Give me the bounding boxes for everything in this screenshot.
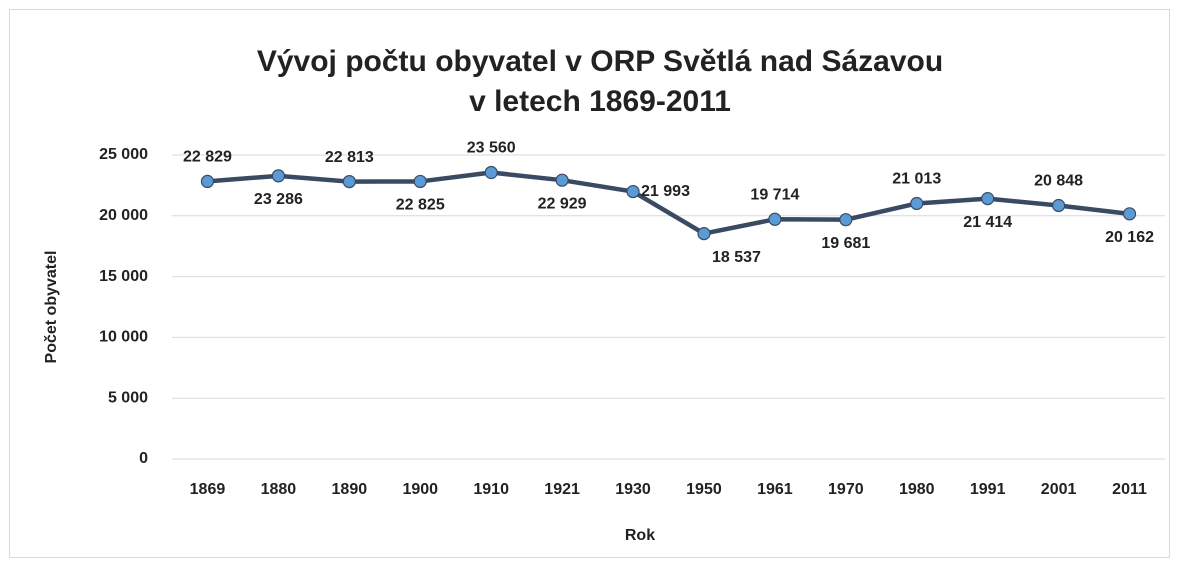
x-tick-label: 1869 bbox=[190, 481, 226, 498]
data-label: 19 681 bbox=[821, 235, 870, 252]
y-tick-label: 0 bbox=[139, 450, 148, 467]
y-tick-label: 25 000 bbox=[99, 146, 148, 163]
x-tick-label: 2011 bbox=[1112, 481, 1147, 498]
x-tick-label: 1910 bbox=[473, 481, 509, 498]
x-tick-label: 1880 bbox=[261, 481, 297, 498]
y-tick-label: 5 000 bbox=[108, 389, 148, 406]
x-tick-label: 1921 bbox=[544, 481, 580, 498]
data-label: 22 829 bbox=[183, 149, 232, 166]
marker bbox=[1052, 198, 1066, 213]
y-axis-label: Počet obyvatel bbox=[43, 251, 60, 364]
marker bbox=[910, 196, 924, 211]
x-tick-label: 1970 bbox=[828, 481, 864, 498]
data-label: 22 825 bbox=[396, 197, 445, 214]
data-label: 21 414 bbox=[963, 214, 1012, 231]
data-label: 20 848 bbox=[1034, 173, 1083, 190]
y-tick-label: 15 000 bbox=[99, 268, 148, 285]
x-tick-label: 1930 bbox=[615, 481, 651, 498]
x-tick-label: 1961 bbox=[757, 481, 793, 498]
data-label: 18 537 bbox=[712, 249, 761, 266]
data-label: 21 993 bbox=[641, 183, 690, 200]
data-label: 22 929 bbox=[538, 195, 587, 212]
series-line bbox=[207, 170, 1130, 236]
marker bbox=[839, 213, 853, 227]
marker bbox=[697, 226, 711, 241]
data-label: 19 714 bbox=[750, 186, 799, 203]
x-tick-label: 1980 bbox=[899, 481, 935, 498]
marker bbox=[555, 173, 569, 187]
x-tick-label: 1991 bbox=[970, 481, 1006, 498]
x-tick-label: 1950 bbox=[686, 481, 722, 498]
chart-title: v letech 1869-2011 bbox=[469, 85, 731, 118]
marker bbox=[626, 184, 640, 199]
marker bbox=[484, 165, 498, 180]
y-tick-label: 20 000 bbox=[99, 207, 148, 224]
marker bbox=[271, 169, 285, 183]
x-tick-label: 2001 bbox=[1041, 481, 1077, 498]
marker bbox=[413, 174, 427, 189]
data-label: 20 162 bbox=[1105, 229, 1154, 246]
chart-border bbox=[9, 9, 1170, 558]
data-label: 23 560 bbox=[467, 140, 516, 157]
x-tick-label: 1900 bbox=[402, 481, 438, 498]
marker bbox=[342, 174, 356, 189]
data-label: 23 286 bbox=[254, 191, 303, 208]
data-label: 22 813 bbox=[325, 149, 374, 166]
x-tick-label: 1890 bbox=[332, 481, 368, 498]
chart-title: Vývoj počtu obyvatel v ORP Světlá nad Sá… bbox=[257, 45, 943, 78]
marker bbox=[981, 192, 995, 206]
marker bbox=[768, 212, 782, 226]
marker bbox=[1122, 207, 1137, 221]
x-axis-label: Rok bbox=[625, 527, 655, 544]
data-label: 21 013 bbox=[892, 171, 941, 188]
marker bbox=[200, 174, 215, 188]
y-tick-label: 10 000 bbox=[99, 329, 148, 346]
